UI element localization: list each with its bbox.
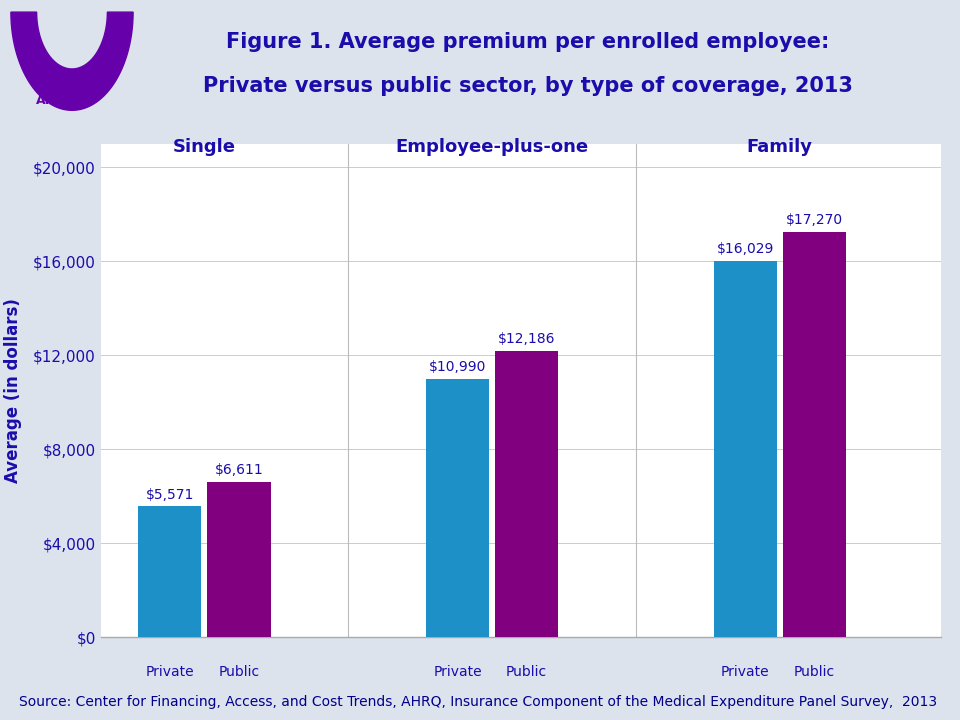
- Bar: [138, 506, 202, 637]
- Text: Public: Public: [794, 665, 835, 680]
- Bar: [495, 351, 558, 637]
- Text: Private versus public sector, by type of coverage, 2013: Private versus public sector, by type of…: [204, 76, 852, 96]
- Text: $5,571: $5,571: [146, 487, 194, 502]
- Text: Private: Private: [146, 665, 194, 680]
- Bar: [426, 379, 490, 637]
- Text: Employee-plus-one: Employee-plus-one: [396, 138, 588, 156]
- Text: Public: Public: [218, 665, 259, 680]
- Text: Single: Single: [173, 138, 236, 156]
- Text: $16,029: $16,029: [716, 242, 774, 256]
- Text: AHRQ: AHRQ: [36, 94, 76, 107]
- Bar: [713, 261, 777, 637]
- Text: Family: Family: [747, 138, 813, 156]
- Text: Source: Center for Financing, Access, and Cost Trends, AHRQ, Insurance Component: Source: Center for Financing, Access, an…: [19, 696, 937, 709]
- Text: $10,990: $10,990: [429, 361, 486, 374]
- Text: $17,270: $17,270: [785, 213, 843, 227]
- Text: $12,186: $12,186: [498, 333, 555, 346]
- Text: $6,611: $6,611: [214, 463, 263, 477]
- Text: Private: Private: [721, 665, 770, 680]
- Text: Figure 1. Average premium per enrolled employee:: Figure 1. Average premium per enrolled e…: [227, 32, 829, 52]
- Bar: [782, 232, 846, 637]
- Bar: [207, 482, 271, 637]
- Text: Public: Public: [506, 665, 547, 680]
- Polygon shape: [11, 12, 133, 110]
- Text: Private: Private: [433, 665, 482, 680]
- Y-axis label: Average (in dollars): Average (in dollars): [4, 298, 22, 483]
